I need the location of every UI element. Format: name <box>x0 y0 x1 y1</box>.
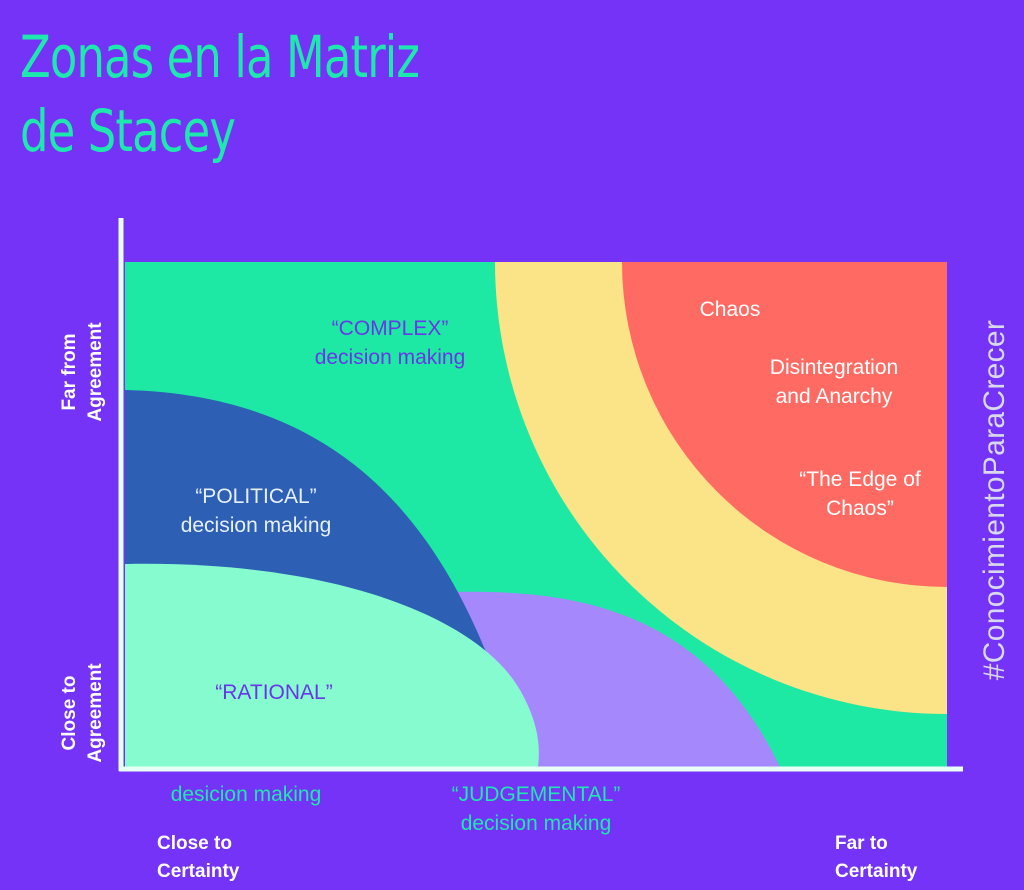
x-axis-right-label: Far to Certainty <box>835 833 918 882</box>
complex-zone-label: “COMPLEX” decision making <box>314 317 466 369</box>
rational-zone-label: “RATIONAL” <box>215 681 333 704</box>
disintegration-label: Disintegration and Anarchy <box>769 356 899 408</box>
chaos-label: Chaos <box>699 298 761 321</box>
rational-zone <box>125 563 539 767</box>
y-axis-top-label: Far from Agreement <box>59 322 106 422</box>
title-line-1: Zonas en la Matriz <box>20 23 420 91</box>
y-axis-bottom-label: Close to Agreement <box>59 663 106 763</box>
rational-zone-sublabel: desicion making <box>170 783 322 806</box>
title-line-2: de Stacey <box>20 97 236 165</box>
judgemental-zone-label: “JUDGEMENTAL” decision making <box>451 783 621 835</box>
political-zone-label: “POLITICAL” decision making <box>180 485 332 537</box>
edge-of-chaos-label: “The Edge of Chaos” <box>799 468 921 520</box>
page-title: Zonas en la Matriz de Stacey <box>20 20 420 168</box>
hashtag-label: #ConocimientoParaCrecer <box>978 319 1011 681</box>
chaos-zone <box>622 262 947 587</box>
x-axis-left-label: Close to Certainty <box>157 833 240 882</box>
